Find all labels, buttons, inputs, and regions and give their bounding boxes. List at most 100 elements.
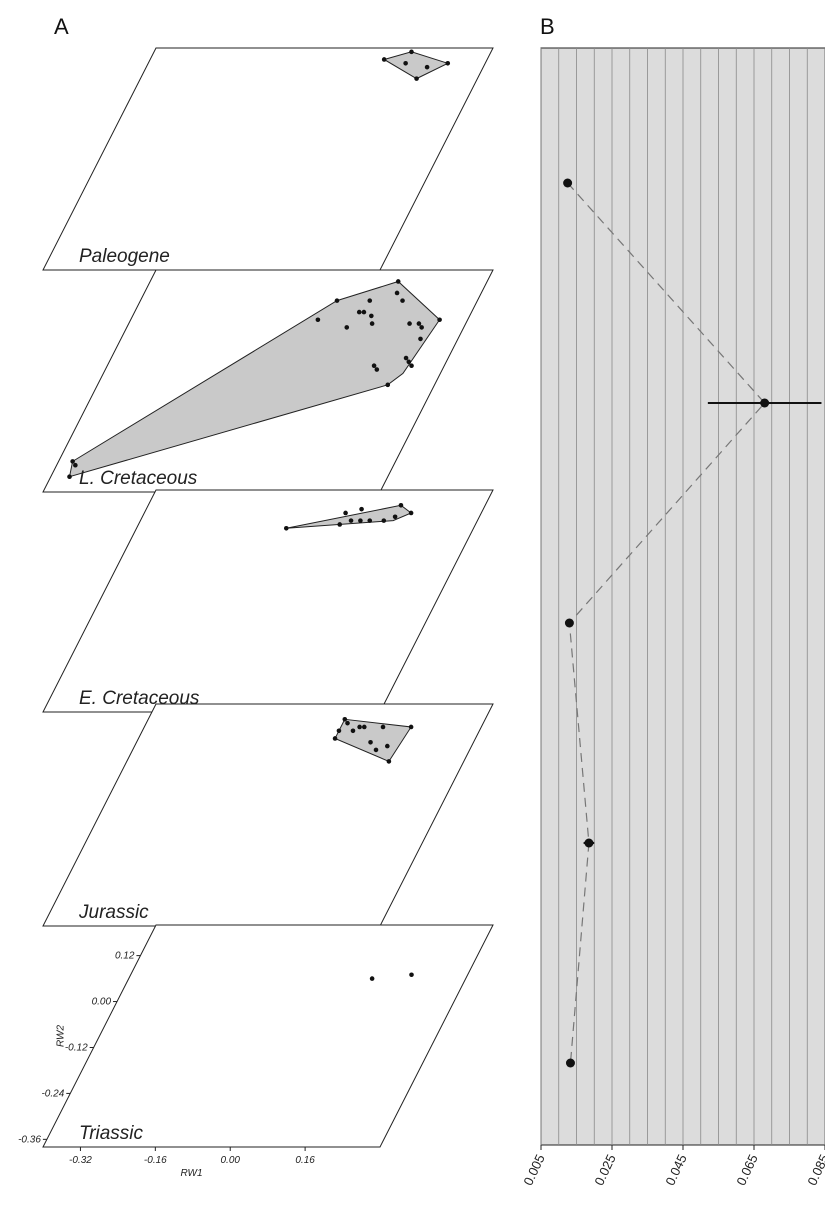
mean-marker (760, 398, 770, 408)
data-point (385, 743, 390, 749)
data-point (315, 317, 321, 323)
data-point (345, 720, 350, 726)
morphospace-axes: -0.32 -0.16 0.00 0.16 0.12 0.00 -0.12 -0.24 -0.3… (18, 951, 315, 1179)
data-point (392, 514, 398, 520)
data-point (408, 510, 414, 516)
layer-jurassic: Jurassic (42, 703, 494, 927)
data-point (348, 518, 354, 523)
data-point (361, 724, 367, 730)
x-tick-label: 0.005 (520, 1152, 547, 1188)
data-point (374, 367, 380, 372)
x-tick-label: 0.16 (295, 1155, 315, 1166)
disparity-point (565, 1058, 575, 1068)
data-point (394, 290, 400, 296)
data-point (361, 309, 367, 315)
data-point (367, 518, 373, 523)
data-point (409, 972, 414, 978)
layer-triassic: Triassic (42, 924, 494, 1148)
data-point (359, 506, 364, 512)
period-label: L. Cretaceous (79, 468, 198, 489)
data-point (385, 382, 391, 388)
layer-e-cretaceous: E. Cretaceous (42, 489, 494, 713)
data-point (334, 298, 340, 303)
data-point (409, 49, 414, 55)
panel-a-label: A (54, 14, 69, 39)
data-point (357, 724, 362, 730)
x-tick-label: -0.16 (144, 1155, 167, 1166)
data-point (373, 747, 379, 753)
y-tick-label: -0.12 (65, 1042, 88, 1053)
data-point (283, 525, 289, 531)
layer-plane (42, 703, 494, 927)
x-tick-label: 0.085 (804, 1152, 825, 1188)
data-point (336, 728, 342, 734)
data-point (369, 321, 375, 326)
disparity-point (563, 178, 573, 188)
data-point (418, 336, 423, 342)
layer-l-cretaceous: L. Cretaceous (42, 269, 494, 493)
data-point (332, 736, 338, 741)
period-label: Jurassic (78, 902, 149, 923)
layer-plane (42, 489, 494, 713)
data-point (398, 503, 404, 508)
mean-marker (563, 178, 573, 188)
data-point (343, 510, 348, 516)
disparity-point (583, 838, 595, 848)
x-tick-label: -0.32 (69, 1155, 92, 1166)
data-point (371, 363, 377, 368)
data-point (445, 61, 451, 66)
y-tick-label: 0.00 (92, 997, 112, 1008)
data-point (356, 309, 362, 315)
layer-paleogene: Paleogene (42, 47, 494, 271)
data-point (386, 759, 392, 764)
layer-plane (42, 924, 494, 1148)
data-point (67, 474, 72, 479)
data-point (408, 724, 414, 730)
data-point (369, 976, 375, 981)
x-tick-label: 0.045 (662, 1152, 689, 1188)
data-point (424, 64, 430, 70)
y-tick-label: -0.24 (41, 1088, 64, 1099)
data-point (380, 724, 386, 730)
data-point (403, 355, 409, 361)
x-tick-label: 0.065 (733, 1152, 760, 1188)
data-point (407, 321, 412, 326)
disparity-point (707, 398, 822, 408)
data-point (409, 363, 414, 368)
period-label: Paleogene (79, 246, 170, 267)
data-point (406, 359, 412, 365)
layer-plane (42, 47, 494, 271)
panel-b-disparity-plot: 0.005 0.025 0.045 0.065 0.085 (520, 47, 825, 1188)
data-point (381, 518, 387, 523)
mean-marker (565, 1058, 575, 1068)
mean-marker (564, 618, 574, 628)
y-tick-label: 0.12 (115, 951, 135, 962)
disparity-point (564, 618, 574, 628)
data-point (342, 717, 348, 722)
panel-b-label: B (540, 14, 555, 39)
data-point (419, 325, 424, 330)
data-point (344, 325, 350, 330)
convex-hull (68, 280, 441, 478)
x-tick-label: 0.00 (220, 1155, 240, 1166)
data-point (337, 522, 343, 527)
data-point (381, 57, 387, 62)
data-point (403, 61, 408, 66)
data-point (369, 313, 374, 319)
data-point (358, 518, 363, 523)
data-point (416, 321, 422, 326)
mean-marker (584, 838, 594, 848)
y-axis-title: RW2 (56, 1025, 67, 1047)
data-point (414, 76, 419, 81)
x-axis-ticks: 0.005 0.025 0.045 0.065 0.085 (520, 1145, 825, 1188)
y-tick-label: -0.36 (18, 1134, 41, 1145)
data-point (367, 298, 373, 303)
x-axis-title: RW1 (180, 1168, 202, 1179)
data-point (350, 728, 356, 734)
data-point (395, 279, 401, 284)
data-point (400, 298, 405, 303)
data-point (73, 462, 78, 468)
x-tick-label: 0.025 (591, 1152, 618, 1188)
